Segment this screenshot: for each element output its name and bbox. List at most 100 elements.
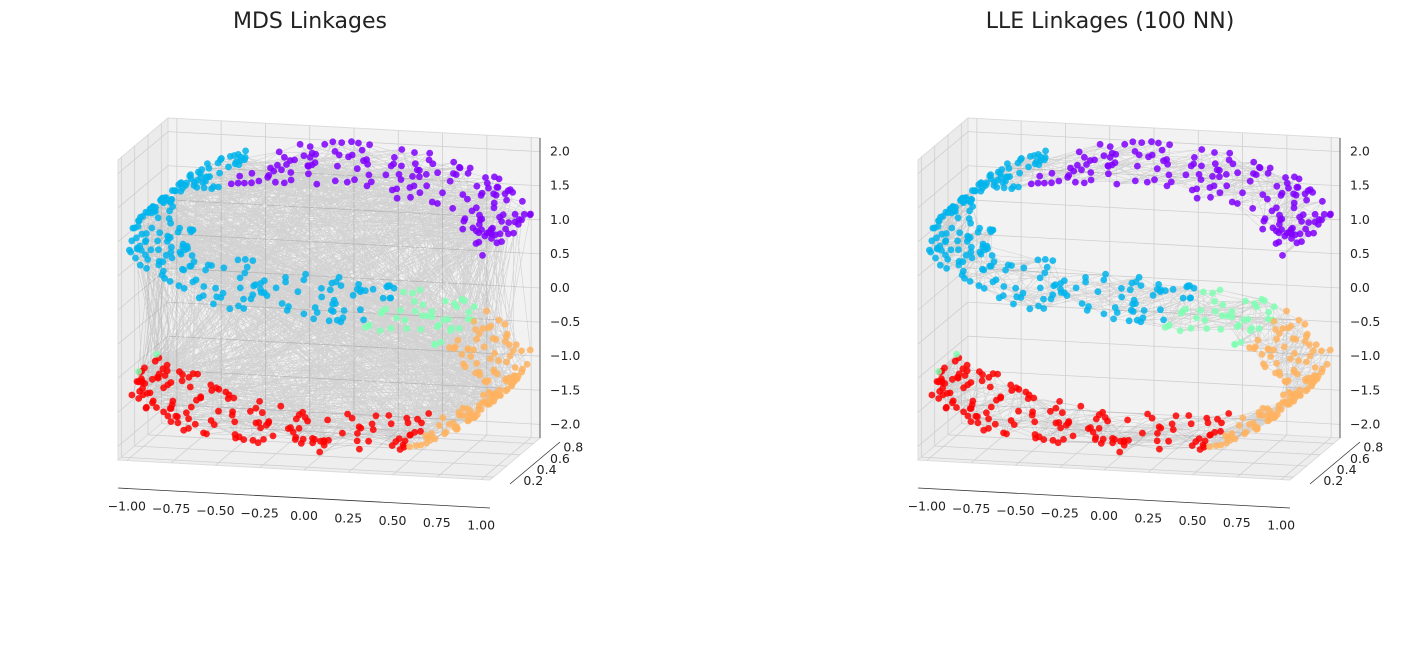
data-point (1139, 429, 1146, 437)
data-point (1280, 343, 1288, 351)
data-point (272, 178, 279, 186)
data-point (526, 346, 534, 354)
data-point (248, 179, 255, 187)
data-point (972, 412, 980, 420)
data-point (1326, 346, 1334, 354)
data-point (204, 261, 212, 269)
data-point (481, 377, 489, 385)
data-point (1268, 207, 1276, 215)
data-point (428, 308, 436, 315)
data-point (282, 278, 289, 286)
data-point (1025, 163, 1032, 171)
data-point (942, 404, 950, 412)
data-point (467, 353, 475, 360)
data-point (365, 437, 372, 445)
y-tick-label: 0.2 (1323, 473, 1343, 488)
data-point (1277, 192, 1285, 199)
data-point (1075, 148, 1083, 156)
data-point (1016, 169, 1023, 177)
data-point (1129, 308, 1137, 315)
data-point (1100, 152, 1108, 160)
data-point (1270, 346, 1277, 354)
data-point (1224, 312, 1231, 320)
data-point (206, 173, 214, 181)
x-tick-label: −0.75 (952, 501, 990, 516)
data-point (318, 293, 326, 301)
data-point (1094, 288, 1102, 296)
data-point (495, 316, 503, 324)
data-points (125, 138, 534, 456)
grid-line (117, 404, 169, 447)
data-point (458, 351, 466, 358)
data-point (241, 156, 248, 164)
grid-line (147, 434, 521, 456)
data-point (1160, 316, 1167, 324)
data-point (480, 391, 487, 399)
data-point (1105, 170, 1112, 178)
data-point (1048, 179, 1055, 187)
data-point (156, 229, 164, 237)
data-point (1301, 320, 1309, 328)
panel-mds: MDS Linkages −1.00 −0.75 −0.50 −0.25 0.00 0.2… (108, 9, 584, 533)
z-axis-ticks: 2.0 1.5 1.0 0.5 0.0 −0.5 −1.0 −1.5 −2.0 (1339, 138, 1380, 438)
data-point (153, 404, 160, 411)
data-point (138, 230, 146, 238)
data-point (1040, 305, 1048, 312)
data-point (1264, 195, 1271, 203)
data-point (407, 193, 414, 201)
grid-line (970, 420, 1022, 464)
data-point (339, 429, 346, 437)
data-point (1091, 436, 1099, 443)
data-point (1303, 196, 1310, 204)
data-point (187, 228, 195, 236)
x-tick-label: −0.25 (241, 506, 279, 521)
data-point (1326, 211, 1334, 219)
data-point (1104, 417, 1111, 425)
data-point (929, 224, 937, 232)
data-point (966, 207, 973, 215)
data-point (1135, 151, 1143, 159)
data-point (231, 418, 239, 426)
data-point (166, 278, 174, 285)
data-point (320, 441, 328, 449)
data-point (447, 327, 454, 334)
data-point (1036, 284, 1044, 292)
data-point (1128, 279, 1136, 287)
grid-line (967, 403, 1341, 425)
data-point (175, 282, 183, 290)
data-point (1055, 177, 1063, 185)
data-point (419, 301, 427, 309)
y-tick-label: 0.4 (1337, 462, 1357, 477)
data-point (340, 307, 348, 314)
data-point (385, 412, 393, 419)
data-point (987, 403, 995, 411)
data-point (1234, 200, 1241, 207)
data-point (1137, 318, 1145, 326)
z-tick-label: −1.5 (550, 382, 580, 397)
data-point (243, 263, 251, 271)
data-point (398, 162, 405, 170)
data-point (388, 186, 396, 194)
data-point (416, 286, 424, 294)
data-point (174, 228, 182, 236)
data-point (978, 377, 986, 385)
data-point (166, 207, 174, 215)
x-axis-ticks: −1.00 −0.75 −0.50 −0.25 0.00 0.25 0.50 0.75 1.00 (108, 487, 495, 533)
data-point (1047, 295, 1055, 303)
z-tick-label: −1.5 (1350, 382, 1380, 397)
data-point (1211, 160, 1219, 168)
data-point (1176, 327, 1184, 335)
y-tick-label: 0.8 (563, 440, 583, 455)
data-point (423, 439, 430, 447)
data-point (295, 425, 303, 432)
data-point (1286, 355, 1294, 363)
data-point (369, 285, 377, 293)
data-point (160, 408, 168, 416)
data-point (388, 442, 396, 449)
data-point (470, 346, 477, 354)
data-point (128, 391, 136, 399)
data-points (926, 138, 1334, 456)
data-point (1006, 173, 1013, 181)
data-point (1155, 139, 1162, 147)
